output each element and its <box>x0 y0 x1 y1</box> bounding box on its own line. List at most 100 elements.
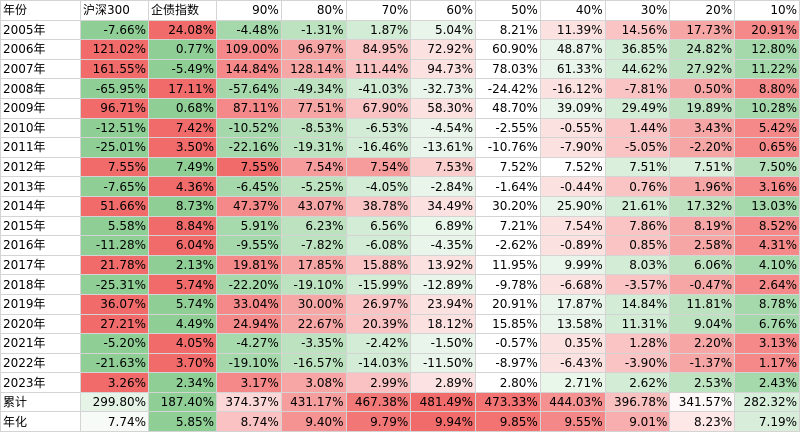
value-cell: -5.49% <box>148 58 217 80</box>
header-cell: 沪深300 <box>80 0 149 21</box>
value-cell: 29.49% <box>604 97 671 119</box>
row: 2021年 -5.20% 4.05% -4.27% -3.35% -2.42% -1.50%… <box>0 333 800 354</box>
year-cell: 2016年 <box>0 235 81 256</box>
value-cell: 374.37% <box>216 391 282 413</box>
value-cell: -2.42% <box>345 333 412 354</box>
value-cell: 7.54% <box>539 215 606 237</box>
value-cell: 5.58% <box>80 215 149 237</box>
value-cell: 6.76% <box>734 313 800 335</box>
value-cell: -7.66% <box>80 19 149 41</box>
row: 2014年 51.66% 8.73% 47.37% 43.07% 38.78% 34.49%… <box>0 195 800 217</box>
value-cell: 8.19% <box>669 215 736 237</box>
row: 2019年 36.07% 5.74% 33.04% 30.00% 26.97% 23.94%… <box>0 293 800 315</box>
value-cell: 11.81% <box>669 293 736 315</box>
value-cell: 96.97% <box>280 39 347 60</box>
value-cell: 299.80% <box>80 391 149 413</box>
value-cell: -16.57% <box>280 352 347 374</box>
value-cell: 9.79% <box>345 411 412 432</box>
value-cell: 33.04% <box>216 293 282 315</box>
value-cell: -7.81% <box>604 78 671 99</box>
value-cell: 14.56% <box>604 19 671 41</box>
value-cell: 19.89% <box>669 97 736 119</box>
value-cell: -6.45% <box>216 176 282 197</box>
value-cell: 481.49% <box>410 391 477 413</box>
value-cell: 11.22% <box>734 58 800 80</box>
value-cell: 5.04% <box>410 19 477 41</box>
value-cell: 27.92% <box>669 58 736 80</box>
value-cell: 13.58% <box>539 313 606 335</box>
value-cell: -9.55% <box>216 235 282 256</box>
value-cell: 128.14% <box>280 58 347 80</box>
value-cell: 6.04% <box>148 235 217 256</box>
row: 2023年 3.26% 2.34% 3.17% 3.08% 2.99% 2.89% 2.80%… <box>0 372 800 393</box>
value-cell: 47.37% <box>216 195 282 217</box>
row: 2013年 -7.65% 4.36% -6.45% -5.25% -4.05% -2.84%… <box>0 176 800 197</box>
value-cell: 15.85% <box>475 313 541 335</box>
value-cell: 2.64% <box>734 274 800 295</box>
value-cell: -10.76% <box>475 137 541 158</box>
value-cell: 24.94% <box>216 313 282 335</box>
value-cell: 444.03% <box>539 391 606 413</box>
value-cell: 21.61% <box>604 195 671 217</box>
value-cell: -5.20% <box>80 333 149 354</box>
value-cell: -41.03% <box>345 78 412 99</box>
year-cell: 2013年 <box>0 176 81 197</box>
value-cell: 15.88% <box>345 254 412 276</box>
row: 2020年 27.21% 4.49% 24.94% 22.67% 20.39% 18.12%… <box>0 313 800 335</box>
value-cell: 341.57% <box>669 391 736 413</box>
row: 2018年 -25.31% 5.74% -22.20% -19.10% -15.99% -1… <box>0 274 800 295</box>
value-cell: 5.74% <box>148 274 217 295</box>
value-cell: -4.35% <box>410 235 477 256</box>
row: 年化 7.74% 5.85% 8.74% 9.40% 9.79% 9.94% 9.85% 9.5… <box>0 411 800 432</box>
value-cell: -6.68% <box>539 274 606 295</box>
value-cell: 2.13% <box>148 254 217 276</box>
value-cell: 9.01% <box>604 411 671 432</box>
value-cell: 7.52% <box>539 156 606 178</box>
year-cell: 2008年 <box>0 78 81 99</box>
value-cell: -0.47% <box>669 274 736 295</box>
value-cell: 11.95% <box>475 254 541 276</box>
value-cell: 467.38% <box>345 391 412 413</box>
value-cell: 4.10% <box>734 254 800 276</box>
value-cell: -21.63% <box>80 352 149 374</box>
value-cell: 8.80% <box>734 78 800 99</box>
year-cell: 2010年 <box>0 117 81 139</box>
value-cell: 20.39% <box>345 313 412 335</box>
value-cell: 5.42% <box>734 117 800 139</box>
value-cell: 7.55% <box>216 156 282 178</box>
value-cell: 17.85% <box>280 254 347 276</box>
row: 2015年 5.58% 8.84% 5.91% 6.23% 6.56% 6.89% 7.21%… <box>0 215 800 237</box>
year-cell: 2011年 <box>0 137 81 158</box>
header-cell: 企债指数 <box>148 0 217 21</box>
value-cell: 7.52% <box>475 156 541 178</box>
year-cell: 2021年 <box>0 333 81 354</box>
value-cell: 0.76% <box>604 176 671 197</box>
value-cell: 60.90% <box>475 39 541 60</box>
row: 2017年 21.78% 2.13% 19.81% 17.85% 15.88% 13.92%… <box>0 254 800 276</box>
value-cell: 11.39% <box>539 19 606 41</box>
value-cell: 0.35% <box>539 333 606 354</box>
value-cell: -24.42% <box>475 78 541 99</box>
value-cell: 7.50% <box>734 156 800 178</box>
value-cell: 2.20% <box>669 333 736 354</box>
value-cell: -16.46% <box>345 137 412 158</box>
value-cell: 3.08% <box>280 372 347 393</box>
row: 2007年 161.55% -5.49% 144.84% 128.14% 111.44% 9… <box>0 58 800 80</box>
header-cell: 年份 <box>0 0 81 21</box>
value-cell: -25.31% <box>80 274 149 295</box>
value-cell: 24.82% <box>669 39 736 60</box>
value-cell: -4.54% <box>410 117 477 139</box>
value-cell: 8.21% <box>475 19 541 41</box>
value-cell: 2.99% <box>345 372 412 393</box>
value-cell: 2.53% <box>669 372 736 393</box>
value-cell: 4.36% <box>148 176 217 197</box>
value-cell: 3.26% <box>80 372 149 393</box>
value-cell: 7.74% <box>80 411 149 432</box>
row: 累计 299.80% 187.40% 374.37% 431.17% 467.38% 481… <box>0 391 800 413</box>
value-cell: 5.74% <box>148 293 217 315</box>
value-cell: 78.03% <box>475 58 541 80</box>
value-cell: -0.89% <box>539 235 606 256</box>
value-cell: -32.73% <box>410 78 477 99</box>
row: 2008年 -65.95% 17.11% -57.64% -49.34% -41.03% -… <box>0 78 800 99</box>
